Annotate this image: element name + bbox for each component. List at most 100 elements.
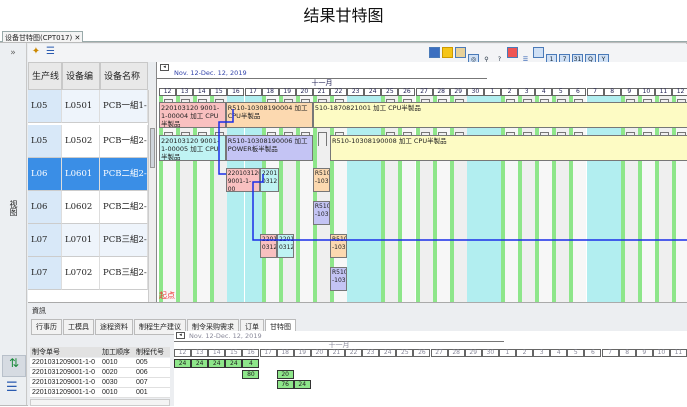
order-cell: 007 xyxy=(136,379,148,386)
order-row[interactable]: 2201031209001-1-0 0020 006 xyxy=(30,368,170,378)
mini-gantt-bar[interactable]: 24 xyxy=(191,359,209,368)
mini-day-tick: 16 xyxy=(242,349,260,357)
mini-gantt-bar[interactable]: 24 xyxy=(293,380,311,389)
order-cell: 0030 xyxy=(102,379,118,386)
gantt-bar[interactable]: R510 -103 xyxy=(312,168,330,192)
order-cell: 2201031209001-1-0 xyxy=(32,359,96,366)
shift-slot xyxy=(317,132,327,146)
mini-day-tick: 10 xyxy=(652,349,670,357)
sub-table-hscrollbar[interactable] xyxy=(30,399,170,406)
day-tick: 7 xyxy=(586,88,604,96)
close-icon[interactable]: ✕ xyxy=(74,34,81,42)
mini-gantt-bar[interactable]: 80 xyxy=(242,369,260,379)
day-tick: 6 xyxy=(569,88,587,96)
day-tick: 12 xyxy=(672,88,687,96)
gantt-bar[interactable]: R510-10308190004 加工 CPU半製品 xyxy=(225,102,313,128)
mini-day-tick: 21 xyxy=(327,349,345,357)
order-row[interactable]: 2201031209001-1-0 0030 007 xyxy=(30,378,170,388)
col-header-name[interactable]: 设备名称 xyxy=(100,62,148,90)
order-row[interactable]: 2201031209001-1-0 0010 005 xyxy=(30,358,170,368)
info-tab[interactable]: 途程资料 xyxy=(95,319,133,335)
indent-icon[interactable]: ☰ xyxy=(46,46,55,57)
day-tick: 5 xyxy=(552,88,570,96)
list-icon[interactable]: ☰ xyxy=(6,380,18,395)
mini-day-tick: 4 xyxy=(550,349,568,357)
start-label: 起点 xyxy=(159,291,175,300)
day-tick: 4 xyxy=(535,88,553,96)
wizard-icon[interactable]: ✦ xyxy=(31,46,41,57)
order-cell: 0010 xyxy=(102,359,118,366)
expand-icon[interactable]: » xyxy=(10,48,16,58)
workday-column xyxy=(312,96,330,302)
gantt-bar[interactable]: R510 -103 xyxy=(312,201,330,225)
equipment-table: L05L0501PCB一組1-1L05L0502PCB一組2-2L06L0601… xyxy=(28,90,148,302)
mini-gantt-bar[interactable]: 4 xyxy=(242,359,260,368)
mini-date-range: Nov. 12-Dec. 12, 2019 xyxy=(189,332,262,340)
col-order-no[interactable]: 制令单号 xyxy=(32,348,60,356)
info-tab[interactable]: 行事历 xyxy=(31,319,62,335)
flow-icon[interactable]: ⇅ xyxy=(2,355,26,377)
help-icon[interactable]: ? xyxy=(497,56,502,63)
gantt-bar[interactable]: R510 -103 xyxy=(330,267,348,291)
day-tick: 3 xyxy=(518,88,536,96)
mini-day-tick: 2 xyxy=(516,349,534,357)
list-view-icon[interactable]: ☰ xyxy=(522,56,529,63)
mini-gantt: ◂ Nov. 12-Dec. 12, 2019 十一月 12 13 14 15 16 17… xyxy=(174,331,687,407)
scroll-left-button[interactable]: ◂ xyxy=(160,64,169,71)
link-icon[interactable]: ⚲ xyxy=(484,56,489,63)
view-label[interactable]: 视图 xyxy=(9,200,18,216)
day-tick: 11 xyxy=(654,88,672,96)
col-header-code[interactable]: 设备编号 xyxy=(62,62,100,110)
cell-name: PCB一組2-2 xyxy=(100,125,148,179)
info-tab[interactable]: 制程生产建议 xyxy=(134,319,186,335)
day-tick: 13 xyxy=(176,88,194,96)
cell-name: PCB二組2-2 xyxy=(100,191,148,245)
gantt-bar[interactable]: 220103120 9001-1-00005 加工 CPU半製品 xyxy=(159,135,226,161)
mini-gantt-bar[interactable]: 20 xyxy=(276,369,294,379)
mini-gantt-bar[interactable]: 24 xyxy=(225,359,243,368)
col-header-line[interactable]: 生产线 xyxy=(28,62,62,90)
mini-gantt-bar[interactable]: 24 xyxy=(174,359,192,368)
gantt-bar[interactable]: 220103120 9001-1-00004 加工 CPU半製品 xyxy=(159,102,226,128)
col-process[interactable]: 制程代号 xyxy=(136,348,164,356)
order-cell: 2201031209001-1-0 xyxy=(32,389,96,396)
gantt-bar[interactable]: R510-10308190008 加工 CPU半製品 xyxy=(330,135,687,161)
mini-day-tick: 6 xyxy=(584,349,602,357)
mini-day-tick: 17 xyxy=(259,349,277,357)
mini-day-tick: 29 xyxy=(464,349,482,357)
table-scrollbar[interactable] xyxy=(148,90,156,302)
mini-gantt-bar[interactable]: 24 xyxy=(208,359,226,368)
gantt-bar[interactable]: R510-10308190006 加工 POWER板半製品 xyxy=(225,135,313,161)
mini-scroll-left-button[interactable]: ◂ xyxy=(176,332,185,339)
document-tab-gantt[interactable]: 设备甘特图(CPT017) ✕ xyxy=(2,31,84,44)
order-cell: 0020 xyxy=(102,369,118,376)
gantt-bar[interactable]: 510-1870821001 加工 CPU半製品 xyxy=(312,102,687,128)
yellow-square-icon[interactable] xyxy=(442,47,453,58)
info-tab[interactable]: 工模具 xyxy=(63,319,94,335)
info-panel: 資訊 行事历 工模具 途程资料 制程生产建议 制令采购需求 订单 甘特图 制令单号 加工顺序… xyxy=(28,302,687,407)
dependency-link xyxy=(252,174,687,241)
day-tick: 16 xyxy=(227,88,245,96)
mini-day-tick: 23 xyxy=(362,349,380,357)
calendar-icon[interactable] xyxy=(533,47,544,58)
col-seq[interactable]: 加工顺序 xyxy=(102,348,130,356)
mini-day-tick: 24 xyxy=(379,349,397,357)
gantt-bar[interactable]: 2201 0312 xyxy=(259,168,279,192)
day-tick: 17 xyxy=(244,88,262,96)
mini-gantt-bar[interactable]: 76 xyxy=(276,380,294,389)
cell-line: L05 xyxy=(28,125,62,158)
bars-icon[interactable] xyxy=(507,47,518,58)
blue-square-icon[interactable] xyxy=(429,47,440,58)
mini-day-tick: 27 xyxy=(430,349,448,357)
day-tick: 27 xyxy=(415,88,433,96)
gantt-bar[interactable]: 220103120 9001-1-00 xyxy=(225,168,260,192)
left-strip: » 视图 ⇅ ☰ xyxy=(0,43,27,405)
order-row[interactable]: 2201031209001-1-0 0010 001 xyxy=(30,388,170,398)
clipboard-icon[interactable] xyxy=(455,47,466,58)
